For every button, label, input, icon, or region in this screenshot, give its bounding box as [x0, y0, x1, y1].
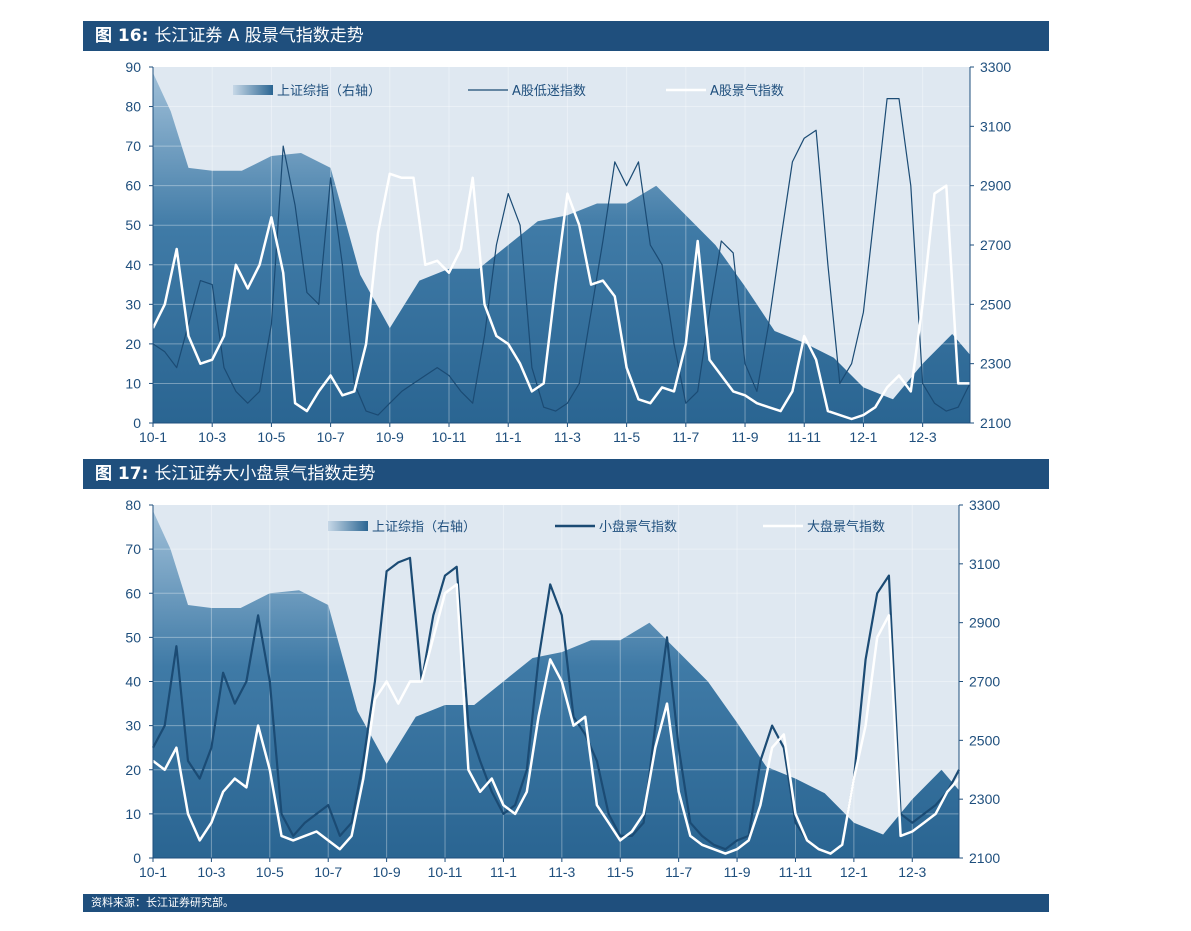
figure-16-number: 图 16:: [95, 26, 149, 46]
y-left-tick-label: 60: [125, 178, 141, 194]
figure-16-title: 长江证券 A 股景气指数走势: [154, 26, 364, 46]
y-left-tick-label: 50: [125, 217, 141, 233]
x-tick-label: 11-11: [779, 864, 813, 880]
y-right-tick-label: 2100: [980, 415, 1011, 431]
y-right-tick-label: 2900: [980, 178, 1011, 194]
figure-16-title-bar: 图 16: 长江证券 A 股景气指数走势: [83, 21, 1049, 51]
legend-swatch-area: [328, 521, 368, 531]
x-tick-label: 11-5: [613, 429, 640, 445]
legend-label: 小盘景气指数: [599, 519, 677, 535]
y-left-tick-label: 50: [125, 629, 141, 645]
y-left-tick-label: 70: [125, 541, 141, 557]
figure-16-chart: 0 10 20 30 40 50 60 70 80 90 2100 2300 2500 2700 2900 3…: [125, 59, 1011, 445]
x-tick-label: 10-9: [376, 429, 404, 445]
figure-17-number: 图 17:: [95, 464, 149, 484]
figure-17-chart: 0 10 20 30 40 50 60 70 80 2100 2300 2500 2700 2900 310…: [125, 497, 1000, 880]
source-note: 资料来源：长江证券研究部。: [83, 894, 1049, 912]
x-tick-label: 11-9: [732, 429, 759, 445]
x-tick-label: 11-3: [548, 864, 575, 880]
series-area-shanghai-composite: [153, 510, 959, 858]
x-tick-label: 12-3: [909, 429, 937, 445]
y-left-tick-label: 80: [125, 99, 141, 115]
figure-17-title-bar: 图 17: 长江证券大小盘景气指数走势: [83, 459, 1049, 489]
x-tick-label: 10-5: [256, 864, 284, 880]
y-left-tick-label: 40: [125, 257, 141, 273]
y-left-tick-label: 0: [133, 415, 141, 431]
y-right-tick-label: 2700: [980, 237, 1011, 253]
y-right-tick-label: 3100: [980, 118, 1011, 134]
y-right-tick-label: 2300: [980, 356, 1011, 372]
x-tick-label: 10-9: [373, 864, 401, 880]
x-tick-label: 10-5: [257, 429, 285, 445]
x-tick-label: 10-7: [314, 864, 342, 880]
x-tick-label: 11-1: [490, 864, 517, 880]
y-right-tick-label: 2900: [969, 615, 1000, 631]
series-line-2: [152, 583, 960, 855]
legend-label: 上证综指（右轴）: [372, 520, 476, 535]
x-tick-label: 10-7: [317, 429, 345, 445]
series-line-1: [152, 98, 971, 416]
y-right-tick-label: 2300: [969, 791, 1000, 807]
legend-label: A股低迷指数: [512, 84, 586, 99]
x-tick-label: 10-11: [428, 864, 463, 880]
y-right-tick-label: 3300: [969, 497, 1000, 513]
legend-label: A股景气指数: [710, 83, 784, 99]
x-tick-label: 11-3: [554, 429, 581, 445]
x-tick-label: 11-7: [672, 429, 699, 445]
y-left-tick-label: 30: [125, 296, 141, 312]
y-left-tick-label: 20: [125, 336, 141, 352]
x-tick-label: 11-11: [787, 429, 821, 445]
y-left-tick-label: 0: [133, 850, 141, 866]
x-tick-label: 11-7: [665, 864, 692, 880]
x-tick-label: 10-1: [139, 429, 167, 445]
y-right-tick-label: 2100: [969, 850, 1000, 866]
y-left-tick-label: 40: [125, 674, 141, 690]
y-left-tick-label: 10: [125, 375, 141, 391]
x-tick-label: 10-3: [197, 864, 225, 880]
y-right-tick-label: 2500: [969, 732, 1000, 748]
x-tick-label: 11-5: [607, 864, 634, 880]
x-tick-label: 12-3: [898, 864, 926, 880]
y-left-tick-label: 30: [125, 718, 141, 734]
y-right-tick-label: 2500: [980, 296, 1011, 312]
y-left-tick-label: 20: [125, 762, 141, 778]
y-right-tick-label: 3100: [969, 556, 1000, 572]
y-left-tick-label: 60: [125, 585, 141, 601]
x-tick-label: 11-9: [724, 864, 751, 880]
y-left-tick-label: 70: [125, 138, 141, 154]
x-tick-label: 12-1: [849, 429, 877, 445]
y-left-tick-label: 90: [125, 59, 141, 75]
y-right-tick-label: 3300: [980, 59, 1011, 75]
y-left-tick-label: 10: [125, 806, 141, 822]
x-tick-label: 10-3: [198, 429, 226, 445]
x-tick-label: 12-1: [840, 864, 868, 880]
legend-label: 上证综指（右轴）: [277, 84, 381, 99]
figure-17-title: 长江证券大小盘景气指数走势: [154, 464, 376, 484]
x-tick-label: 10-11: [432, 429, 467, 445]
legend-swatch-area: [233, 85, 273, 95]
y-left-tick-label: 80: [125, 497, 141, 513]
y-right-tick-label: 2700: [969, 674, 1000, 690]
series-line-2: [151, 172, 970, 421]
x-tick-label: 10-1: [139, 864, 167, 880]
legend-label: 大盘景气指数: [807, 519, 885, 535]
x-tick-label: 11-1: [495, 429, 522, 445]
